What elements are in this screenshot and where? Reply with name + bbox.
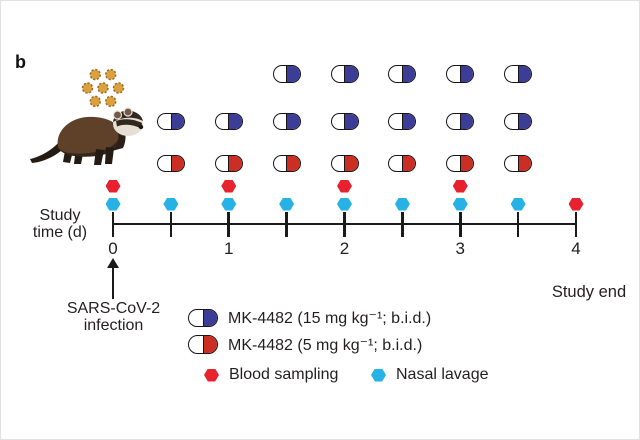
red-pill-half <box>286 155 300 172</box>
lavage-hexagon-icon <box>371 368 386 382</box>
timeline-tick <box>516 211 520 237</box>
legend-item-blood-sampling: Blood sampling <box>204 366 338 384</box>
red-pill-half <box>170 155 184 172</box>
blue-pill-half <box>202 309 217 327</box>
axis-label-line1: Study <box>39 207 81 224</box>
dose-pill-blue <box>214 112 243 130</box>
dose-pill-red <box>446 154 475 172</box>
timeline-tick <box>574 211 578 237</box>
blood-sampling-marker <box>337 179 352 193</box>
legend-item-mk4482-15: MK-4482 (15 mg kg⁻¹; b.i.d.) <box>188 308 431 328</box>
dose-pill-red <box>272 154 301 172</box>
timeline-tick <box>401 211 404 237</box>
legend-item-nasal-lavage: Nasal lavage <box>371 366 489 384</box>
tick-label: 3 <box>455 238 465 258</box>
nasal-lavage-marker <box>163 197 179 211</box>
blood-sampling-marker <box>452 179 468 193</box>
infection-arrow-icon <box>107 258 120 268</box>
blue-pill-half <box>170 113 184 130</box>
red-pill-half <box>228 155 242 172</box>
infection-label-line2: infection <box>83 317 144 334</box>
red-pill-half <box>517 155 532 172</box>
axis-label-line2: time (d) <box>32 224 88 241</box>
timeline-tick <box>458 211 462 237</box>
blood-sampling-marker <box>221 179 237 193</box>
red-pill-half <box>459 155 474 172</box>
dose-pill-red <box>388 154 417 172</box>
tick-label: 1 <box>224 238 234 258</box>
dose-pill-red <box>156 154 185 172</box>
dose-pill-blue <box>330 65 359 83</box>
blood-sampling-marker <box>568 197 584 211</box>
dose-pill-blue <box>388 65 417 83</box>
blue-pill-half <box>402 65 416 82</box>
ferret-illustration <box>30 107 144 165</box>
blue-pill-icon <box>188 308 218 328</box>
tick-label: 4 <box>571 238 581 258</box>
blue-pill-half <box>402 113 416 130</box>
dose-pill-blue <box>156 112 185 130</box>
nasal-lavage-marker <box>221 197 237 211</box>
dose-pill-blue <box>272 65 301 83</box>
dose-pill-blue <box>446 65 475 83</box>
blue-pill-half <box>344 65 358 82</box>
legend-item-mk4482-5: MK-4482 (5 mg kg⁻¹; b.i.d.) <box>188 335 422 355</box>
red-pill-icon <box>188 335 218 354</box>
blood-hexagon-icon <box>204 368 219 382</box>
timeline-tick <box>285 211 288 237</box>
axis-label: Study time (d) <box>22 207 98 241</box>
red-pill-half <box>402 155 416 172</box>
legend-label-nasal-lavage: Nasal lavage <box>396 366 489 383</box>
legend-label-mk4482-15: MK-4482 (15 mg kg⁻¹; b.i.d.) <box>228 310 432 327</box>
nasal-lavage-marker <box>105 197 121 211</box>
blue-pill-half <box>286 113 300 130</box>
blue-pill-half <box>517 65 532 82</box>
nasal-lavage-marker <box>510 197 526 211</box>
legend-label-mk4482-5: MK-4482 (5 mg kg⁻¹; b.i.d.) <box>228 336 423 354</box>
dose-pill-blue <box>504 65 533 83</box>
infection-arrow-shaft <box>112 267 115 299</box>
blue-pill-half <box>228 113 242 130</box>
dose-pill-red <box>214 154 243 172</box>
blue-pill-half <box>459 113 474 130</box>
dose-pill-blue <box>330 112 359 130</box>
blue-pill-half <box>344 113 358 130</box>
tick-label: 2 <box>339 238 350 258</box>
dose-pill-red <box>504 154 533 172</box>
blue-pill-half <box>459 65 474 82</box>
nasal-lavage-marker <box>337 197 352 211</box>
red-pill-half <box>202 336 217 353</box>
dose-pill-blue <box>388 112 417 130</box>
nasal-lavage-marker <box>279 197 295 211</box>
blue-pill-half <box>517 113 532 130</box>
legend-label-blood-sampling: Blood sampling <box>229 366 339 383</box>
infection-label-line1: SARS-CoV-2 <box>66 300 161 317</box>
infection-label: SARS-CoV-2 infection <box>42 300 185 334</box>
blue-pill-half <box>286 65 300 82</box>
study-end-label: Study end <box>551 283 627 301</box>
dose-pill-red <box>330 154 359 172</box>
timeline-tick <box>227 211 231 237</box>
timeline-tick <box>343 211 346 237</box>
dose-pill-blue <box>504 112 533 130</box>
timeline-tick <box>169 211 173 237</box>
timeline-tick <box>111 211 115 237</box>
panel-label: b <box>15 52 26 72</box>
tick-label: 0 <box>108 238 118 258</box>
blood-sampling-marker <box>105 179 121 193</box>
dose-pill-blue <box>446 112 475 130</box>
red-pill-half <box>344 155 358 172</box>
virus-particles-icon <box>81 68 125 108</box>
nasal-lavage-marker <box>394 197 410 211</box>
dose-pill-blue <box>272 112 301 130</box>
nasal-lavage-marker <box>452 197 468 211</box>
